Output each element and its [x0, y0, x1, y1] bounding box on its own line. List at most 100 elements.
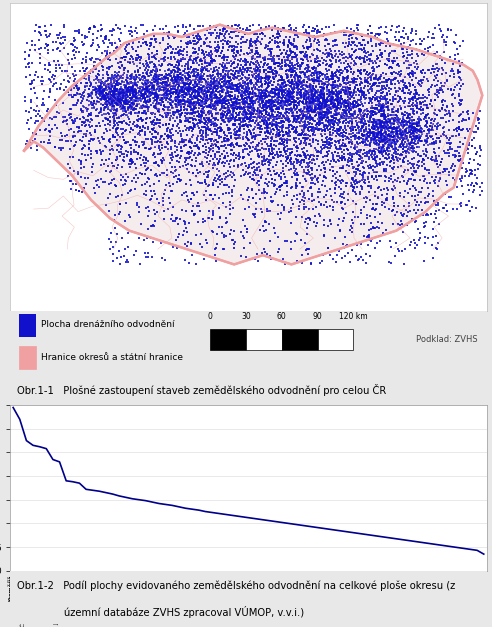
Point: [65, 110, 73, 120]
Point: [402, 82, 410, 92]
Point: [344, 41, 352, 51]
Point: [159, 97, 167, 107]
Point: [87, 108, 94, 119]
Point: [116, 85, 124, 95]
Point: [205, 41, 213, 51]
Point: [167, 99, 175, 109]
Point: [318, 101, 326, 111]
Point: [295, 111, 303, 121]
Point: [189, 58, 197, 68]
Point: [222, 103, 230, 113]
Point: [109, 101, 117, 111]
Point: [193, 92, 201, 102]
Point: [111, 87, 119, 97]
Point: [184, 57, 191, 67]
Point: [184, 73, 192, 83]
Point: [351, 187, 359, 197]
Point: [211, 80, 219, 90]
Point: [421, 112, 429, 122]
Point: [122, 176, 130, 186]
Point: [314, 45, 322, 55]
Point: [370, 130, 378, 140]
Point: [275, 58, 283, 68]
Point: [106, 116, 114, 126]
Point: [305, 74, 312, 84]
Point: [334, 103, 342, 113]
Point: [189, 108, 197, 119]
Point: [358, 122, 366, 132]
Point: [328, 95, 336, 105]
Point: [362, 48, 369, 58]
Point: [389, 68, 397, 78]
Point: [300, 107, 308, 117]
Point: [329, 70, 337, 80]
Point: [352, 97, 360, 107]
Point: [119, 124, 127, 134]
Point: [183, 50, 191, 60]
Point: [166, 98, 174, 108]
Point: [459, 189, 467, 199]
Point: [294, 82, 302, 92]
Point: [211, 157, 218, 167]
Point: [79, 106, 87, 116]
Point: [284, 123, 292, 133]
Point: [230, 142, 238, 152]
Point: [237, 113, 245, 123]
Point: [412, 96, 420, 106]
Point: [318, 126, 326, 136]
Point: [350, 26, 358, 36]
Point: [380, 134, 388, 144]
Point: [273, 149, 281, 159]
Point: [372, 199, 380, 209]
Point: [257, 107, 265, 117]
Point: [197, 84, 205, 94]
Point: [216, 28, 224, 38]
Point: [190, 161, 198, 171]
Point: [340, 105, 348, 115]
Point: [396, 125, 404, 135]
Point: [270, 97, 277, 107]
Point: [228, 187, 236, 197]
Point: [380, 164, 388, 174]
Point: [304, 169, 311, 179]
Point: [324, 113, 332, 123]
Point: [329, 117, 337, 127]
Point: [331, 109, 338, 119]
Point: [320, 88, 328, 98]
Point: [328, 92, 336, 102]
Point: [120, 97, 127, 107]
Point: [377, 127, 385, 137]
Point: [349, 100, 357, 110]
Point: [143, 26, 151, 36]
Point: [322, 97, 330, 107]
Point: [130, 60, 138, 70]
Point: [129, 82, 137, 92]
Point: [342, 88, 350, 98]
Point: [297, 151, 305, 161]
Point: [367, 129, 374, 139]
Point: [455, 124, 462, 134]
Point: [329, 138, 337, 148]
Point: [152, 127, 159, 137]
Point: [205, 159, 213, 169]
Point: [140, 92, 148, 102]
Point: [389, 124, 397, 134]
Point: [395, 105, 402, 115]
Point: [179, 66, 187, 76]
Point: [379, 38, 387, 48]
Point: [297, 90, 305, 100]
Point: [397, 120, 405, 130]
Point: [290, 52, 298, 62]
Point: [401, 107, 409, 117]
Point: [278, 134, 286, 144]
Point: [304, 107, 311, 117]
Point: [107, 77, 115, 87]
Point: [306, 94, 313, 104]
Point: [104, 80, 112, 90]
Point: [128, 104, 136, 114]
Point: [337, 90, 345, 100]
Point: [372, 125, 380, 135]
Point: [403, 132, 411, 142]
Point: [380, 119, 388, 129]
Point: [116, 199, 124, 209]
